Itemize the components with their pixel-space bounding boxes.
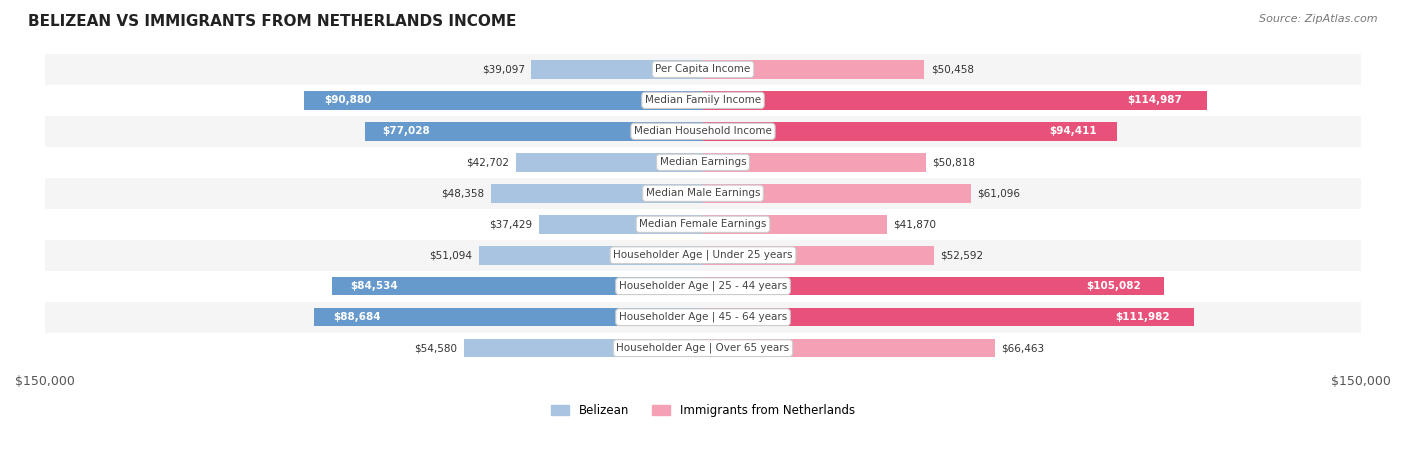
Bar xyxy=(516,153,703,171)
Text: $105,082: $105,082 xyxy=(1087,281,1140,291)
Bar xyxy=(45,209,1361,240)
Bar xyxy=(366,122,703,141)
Text: Householder Age | Under 25 years: Householder Age | Under 25 years xyxy=(613,250,793,261)
Bar xyxy=(491,184,703,203)
Bar xyxy=(45,333,1361,364)
Text: $39,097: $39,097 xyxy=(482,64,524,74)
Bar xyxy=(464,339,703,357)
Bar xyxy=(332,277,703,296)
Text: Median Family Income: Median Family Income xyxy=(645,95,761,106)
Bar xyxy=(703,184,972,203)
Bar xyxy=(45,54,1361,85)
Text: $42,702: $42,702 xyxy=(465,157,509,167)
Text: $37,429: $37,429 xyxy=(489,219,533,229)
Legend: Belizean, Immigrants from Netherlands: Belizean, Immigrants from Netherlands xyxy=(547,399,859,422)
Text: $50,458: $50,458 xyxy=(931,64,974,74)
Text: $114,987: $114,987 xyxy=(1128,95,1182,106)
Text: $84,534: $84,534 xyxy=(350,281,398,291)
Text: $41,870: $41,870 xyxy=(893,219,936,229)
Text: Median Household Income: Median Household Income xyxy=(634,126,772,136)
Text: $50,818: $50,818 xyxy=(932,157,976,167)
Text: $90,880: $90,880 xyxy=(325,95,371,106)
Text: $54,580: $54,580 xyxy=(413,343,457,353)
Bar xyxy=(45,85,1361,116)
Bar xyxy=(531,60,703,78)
Bar xyxy=(45,302,1361,333)
Text: Source: ZipAtlas.com: Source: ZipAtlas.com xyxy=(1260,14,1378,24)
Text: Median Male Earnings: Median Male Earnings xyxy=(645,188,761,198)
Text: Householder Age | 25 - 44 years: Householder Age | 25 - 44 years xyxy=(619,281,787,291)
Text: $52,592: $52,592 xyxy=(941,250,983,260)
Text: Per Capita Income: Per Capita Income xyxy=(655,64,751,74)
Text: $94,411: $94,411 xyxy=(1049,126,1097,136)
Text: $88,684: $88,684 xyxy=(333,312,381,322)
Bar xyxy=(304,91,703,110)
Bar xyxy=(703,339,994,357)
Text: Median Earnings: Median Earnings xyxy=(659,157,747,167)
Bar xyxy=(45,271,1361,302)
Text: $51,094: $51,094 xyxy=(429,250,472,260)
Text: $61,096: $61,096 xyxy=(977,188,1021,198)
Bar xyxy=(45,147,1361,178)
Text: $111,982: $111,982 xyxy=(1115,312,1170,322)
Bar xyxy=(479,246,703,264)
Text: $48,358: $48,358 xyxy=(441,188,484,198)
Bar xyxy=(703,60,924,78)
Text: Median Female Earnings: Median Female Earnings xyxy=(640,219,766,229)
Text: Householder Age | Over 65 years: Householder Age | Over 65 years xyxy=(616,343,790,354)
Bar xyxy=(538,215,703,234)
Bar xyxy=(45,240,1361,271)
Bar xyxy=(703,122,1118,141)
Bar xyxy=(45,178,1361,209)
Bar xyxy=(703,308,1194,326)
Text: Householder Age | 45 - 64 years: Householder Age | 45 - 64 years xyxy=(619,312,787,322)
Bar xyxy=(703,246,934,264)
Bar xyxy=(45,116,1361,147)
Bar xyxy=(703,277,1164,296)
Text: $77,028: $77,028 xyxy=(382,126,430,136)
Bar xyxy=(703,153,927,171)
Bar xyxy=(314,308,703,326)
Bar xyxy=(703,215,887,234)
Text: $66,463: $66,463 xyxy=(1001,343,1045,353)
Bar xyxy=(703,91,1208,110)
Text: BELIZEAN VS IMMIGRANTS FROM NETHERLANDS INCOME: BELIZEAN VS IMMIGRANTS FROM NETHERLANDS … xyxy=(28,14,516,29)
